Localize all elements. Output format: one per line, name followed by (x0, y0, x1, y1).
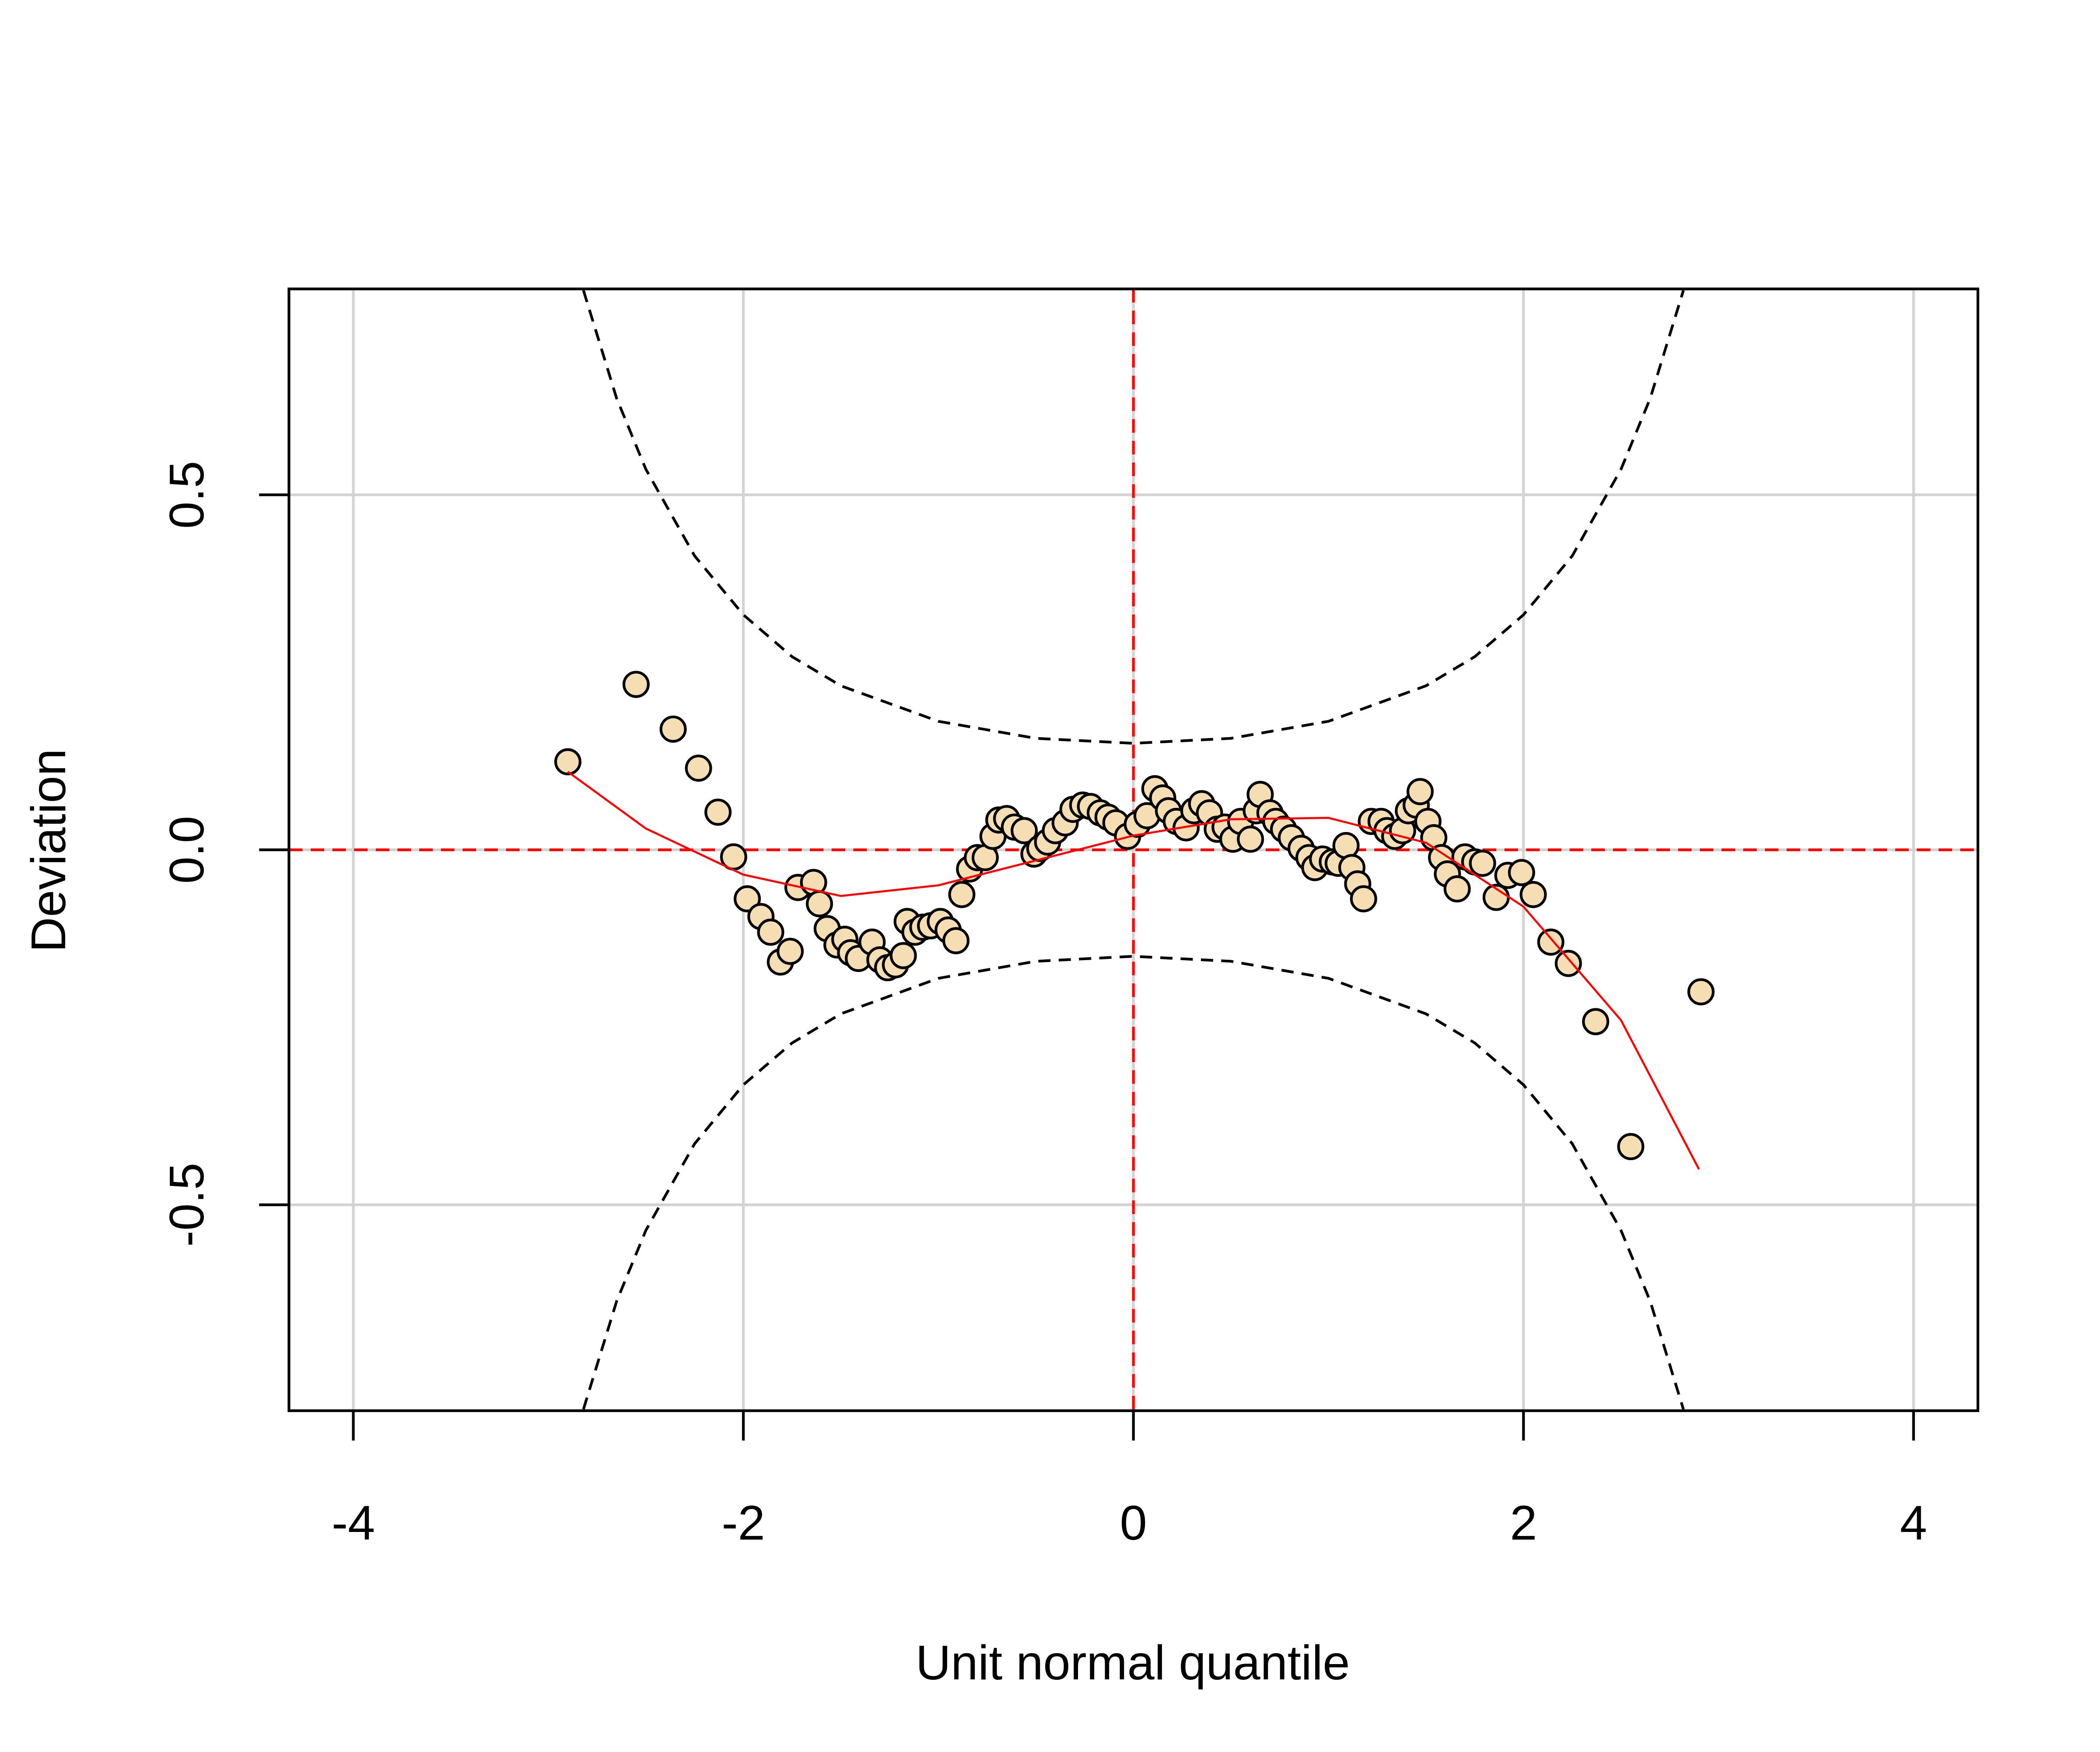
data-point (734, 885, 761, 913)
confidence-band (582, 290, 1685, 745)
x-tick-label: 4 (1900, 1495, 1927, 1550)
data-point (1519, 881, 1547, 908)
data-point (1350, 885, 1377, 913)
data-point (1582, 1008, 1610, 1035)
data-point (1237, 825, 1264, 853)
data-point (659, 715, 687, 743)
data-point (554, 748, 581, 776)
data-point (1406, 778, 1434, 805)
data-point (805, 890, 833, 917)
data-point (1011, 817, 1038, 844)
data-point (704, 798, 732, 826)
plot-frame (287, 287, 1980, 1412)
data-point (757, 918, 784, 946)
data-point (1332, 832, 1360, 859)
data-point (1687, 978, 1715, 1006)
x-axis-title: Unit normal quantile (916, 1635, 1350, 1690)
y-axis-title: Deviation (21, 749, 76, 952)
data-point (1554, 950, 1582, 977)
data-point (1537, 928, 1564, 956)
y-tick-label: -0.5 (159, 1163, 214, 1247)
data-point (942, 927, 970, 955)
data-point (1469, 850, 1496, 877)
x-tick-label: -4 (332, 1495, 375, 1550)
plot-area (289, 289, 1978, 1411)
confidence-band (582, 955, 1685, 1410)
fitted-curve (567, 771, 1700, 1170)
data-point (1443, 875, 1471, 902)
y-tick-label: 0.0 (159, 816, 214, 884)
data-point (685, 754, 712, 782)
data-point (948, 881, 976, 908)
data-point (777, 937, 804, 965)
x-tick-label: 2 (1510, 1495, 1537, 1550)
x-tick-label: -2 (722, 1495, 765, 1550)
data-point (889, 942, 917, 969)
data-point (1617, 1133, 1645, 1161)
y-tick-label: 0.5 (159, 461, 214, 529)
x-tick-label: 0 (1120, 1495, 1147, 1550)
data-point (622, 671, 650, 698)
data-point (1508, 859, 1535, 886)
